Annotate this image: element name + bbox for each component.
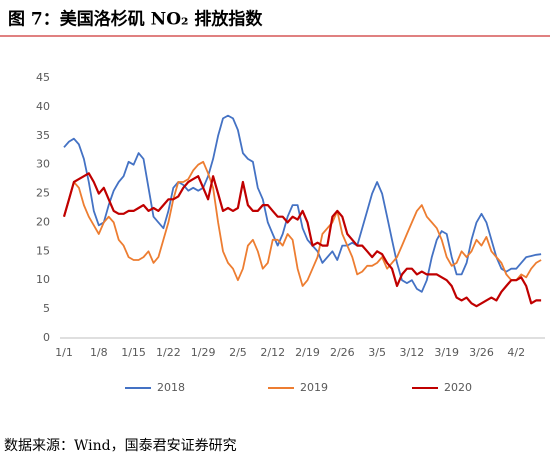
series-line: [63, 160, 542, 287]
y-tick-label: 20: [36, 215, 50, 228]
x-tick-label: 1/29: [191, 346, 216, 359]
x-tick-label: 3/12: [400, 346, 425, 359]
x-tick-label: 1/8: [90, 346, 108, 359]
y-tick-label: 35: [36, 129, 50, 142]
legend-label: 2018: [157, 381, 185, 394]
y-tick-label: 40: [36, 100, 50, 113]
y-tick-label: 25: [36, 187, 50, 200]
x-tick-label: 2/5: [229, 346, 247, 359]
source-note: 数据来源：Wind，国泰君安证券研究: [4, 438, 237, 454]
y-tick-label: 10: [36, 273, 50, 286]
x-tick-label: 3/19: [434, 346, 459, 359]
x-tick-label: 3/5: [368, 346, 386, 359]
chart-title: 图 7：美国洛杉矶 NO₂ 排放指数: [8, 9, 263, 30]
legend-label: 2020: [444, 381, 472, 394]
x-tick-label: 1/1: [55, 346, 73, 359]
series-line: [63, 114, 542, 293]
x-tick-label: 1/15: [121, 346, 146, 359]
series-line: [62, 172, 542, 308]
x-tick-label: 1/22: [156, 346, 181, 359]
x-tick-label: 2/19: [295, 346, 320, 359]
x-tick-label: 2/12: [260, 346, 285, 359]
y-tick-label: 5: [43, 302, 50, 315]
x-tick-label: 4/2: [507, 346, 525, 359]
y-tick-label: 0: [43, 331, 50, 344]
x-tick-label: 2/26: [330, 346, 355, 359]
y-tick-label: 45: [36, 71, 50, 84]
y-tick-label: 30: [36, 158, 50, 171]
y-tick-label: 15: [36, 244, 50, 257]
x-tick-label: 3/26: [469, 346, 494, 359]
legend-label: 2019: [300, 381, 328, 394]
